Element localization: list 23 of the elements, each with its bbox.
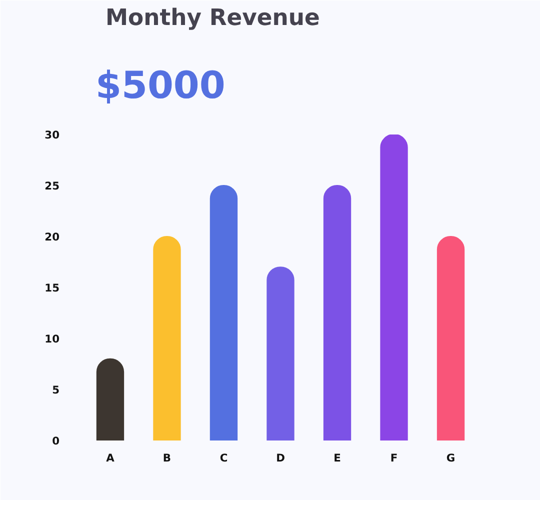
y-tick-label: 10 (44, 332, 60, 346)
x-tick-label: F (390, 452, 398, 464)
bar (323, 185, 352, 440)
bar (266, 266, 294, 440)
bar (210, 185, 238, 440)
x-tick-label: E (334, 452, 341, 464)
x-tick-label: G (446, 452, 456, 464)
chart-title: Monthy Revenue (106, 5, 320, 31)
x-tick-label: C (220, 452, 228, 464)
bar (153, 236, 181, 440)
y-tick-label: 25 (44, 180, 60, 192)
y-tick-label: 15 (44, 282, 60, 294)
y-tick-label: 5 (52, 384, 60, 396)
x-tick-label: A (106, 452, 116, 464)
bar (96, 358, 124, 440)
y-tick-label: 30 (44, 128, 60, 142)
chart-subtitle: $5000 (96, 63, 226, 107)
y-tick-label: 20 (44, 230, 60, 244)
bar (380, 134, 408, 440)
y-tick-label: 0 (52, 434, 60, 448)
bar (436, 236, 465, 440)
x-tick-label: B (162, 452, 172, 464)
x-tick-label: D (276, 452, 286, 464)
